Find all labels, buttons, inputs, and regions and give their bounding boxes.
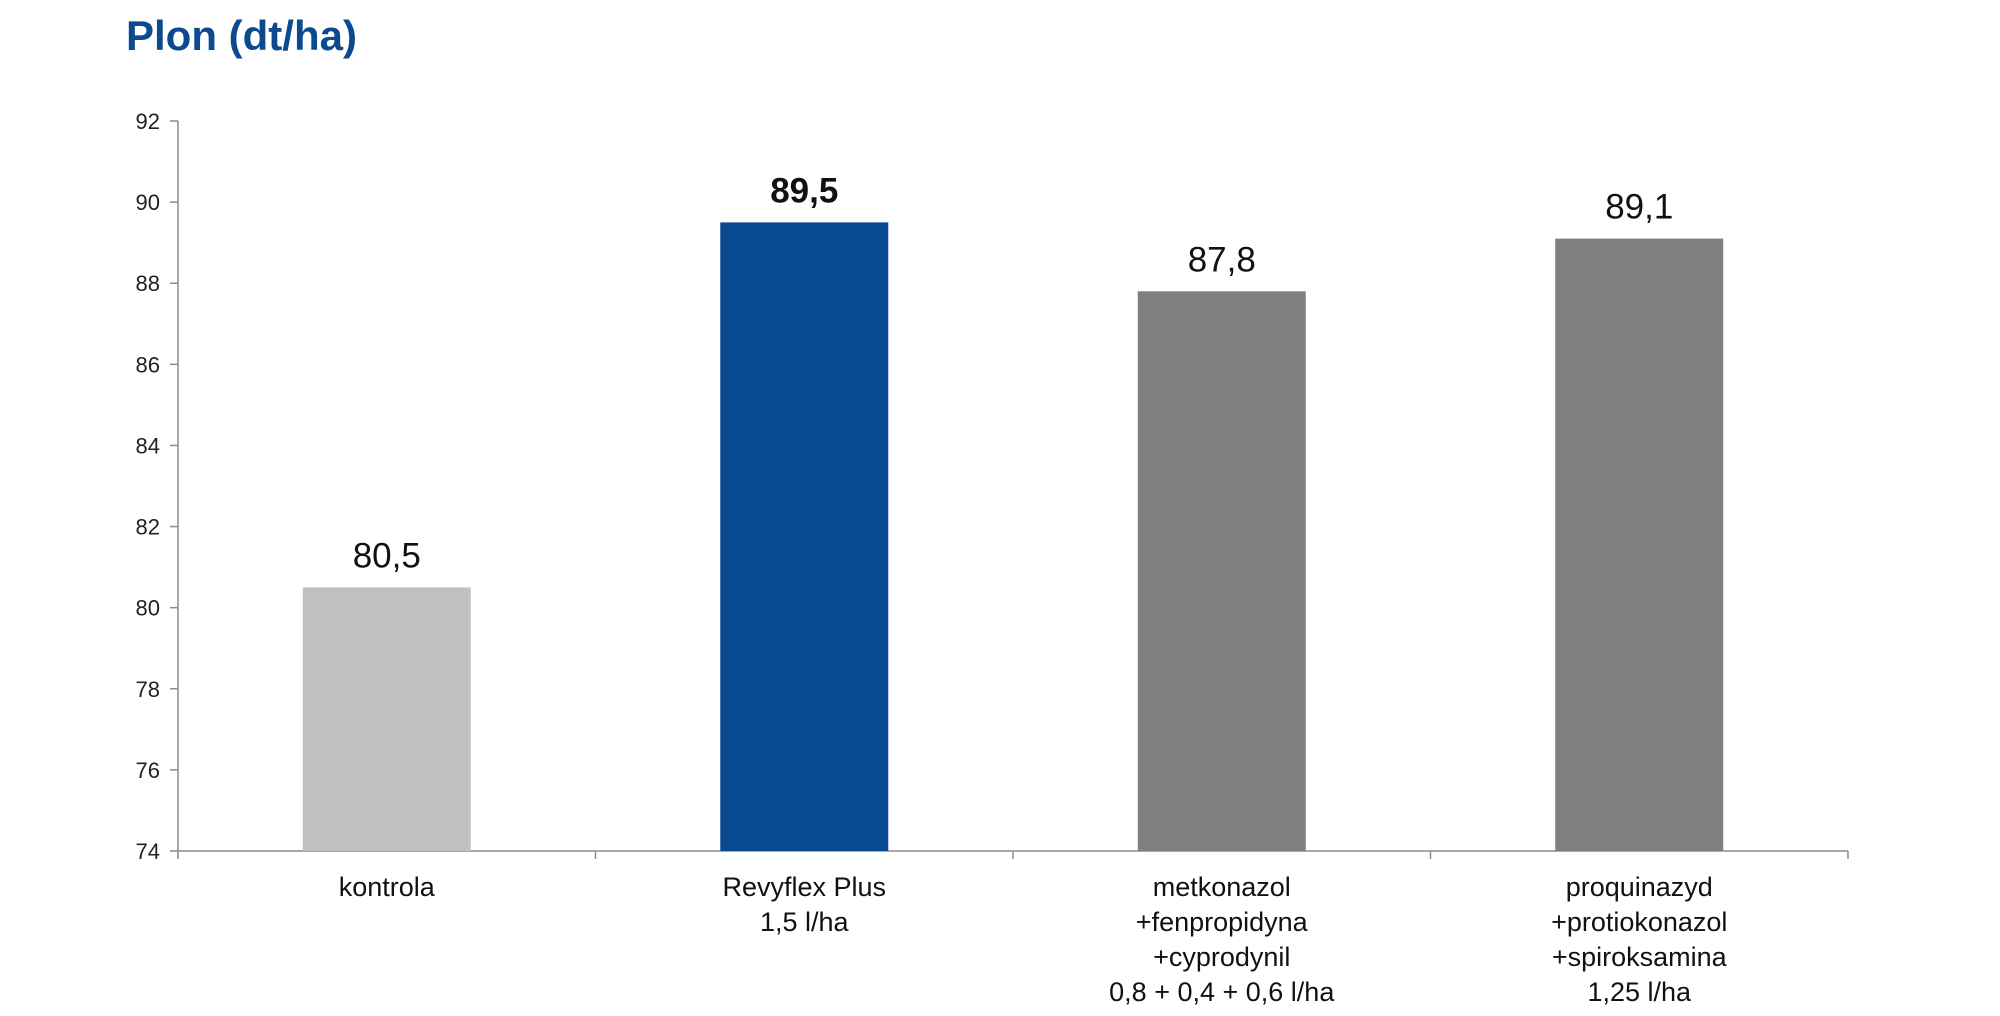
data-label: 89,5	[770, 171, 838, 210]
x-tick-label-line: +cyprodynil	[1153, 942, 1290, 972]
data-label: 80,5	[353, 536, 421, 575]
bar	[1137, 291, 1306, 851]
x-tick-label-line: +fenpropidyna	[1136, 907, 1309, 937]
x-tick-label: kontrola	[339, 872, 436, 902]
x-tick-label-line: Revyflex Plus	[722, 872, 886, 902]
x-tick-label: Revyflex Plus 1,5 l/ha	[722, 872, 886, 937]
x-tick-label-line: +protiokonazol	[1551, 907, 1727, 937]
y-tick-label: 92	[136, 109, 160, 134]
x-tick-label-line: kontrola	[339, 872, 436, 902]
y-tick-label: 86	[136, 352, 160, 377]
chart-labels: 80,5 kontrola 89,5 Revyflex Plus 1,5 l/ha 87,…	[339, 171, 1728, 1007]
x-tick-label-line: proquinazyd	[1566, 872, 1713, 902]
y-tick-label: 82	[136, 515, 160, 540]
y-tick-label: 80	[136, 596, 160, 621]
chart-title: Plon (dt/ha)	[126, 12, 357, 59]
x-tick-label-line: 1,25 l/ha	[1587, 977, 1692, 1007]
y-tick-label: 84	[136, 433, 160, 458]
x-tick-label-line: 0,8 + 0,4 + 0,6 l/ha	[1109, 977, 1335, 1007]
y-tick-label: 90	[136, 190, 160, 215]
data-label: 89,1	[1605, 188, 1673, 227]
chart-bars	[302, 222, 1724, 852]
bar	[302, 587, 471, 851]
y-tick-label: 78	[136, 677, 160, 702]
x-tick-label-line: +spiroksamina	[1552, 942, 1728, 972]
y-tick-label: 74	[136, 839, 160, 864]
y-tick-label: 76	[136, 758, 160, 783]
bar	[1555, 238, 1724, 852]
x-tick-label-line: 1,5 l/ha	[760, 907, 850, 937]
x-tick-label: metkonazol +fenpropidyna +cyprodynil 0,8 + …	[1109, 872, 1335, 1007]
data-label: 87,8	[1188, 240, 1256, 279]
x-tick-label: proquinazyd +protiokonazol +spiroksamina 1,…	[1551, 872, 1728, 1007]
x-tick-label-line: metkonazol	[1153, 872, 1291, 902]
y-tick-label: 88	[136, 271, 160, 296]
bar	[720, 222, 889, 851]
